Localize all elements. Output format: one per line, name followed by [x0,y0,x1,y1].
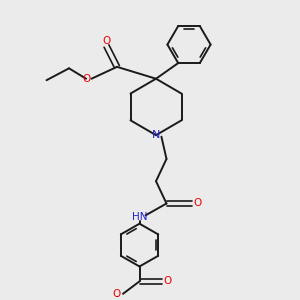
Text: O: O [163,276,172,286]
Text: N: N [152,130,160,140]
Text: O: O [102,36,111,46]
Text: O: O [82,74,90,84]
Text: O: O [193,199,202,208]
Text: O: O [112,290,121,299]
Text: HN: HN [132,212,147,222]
